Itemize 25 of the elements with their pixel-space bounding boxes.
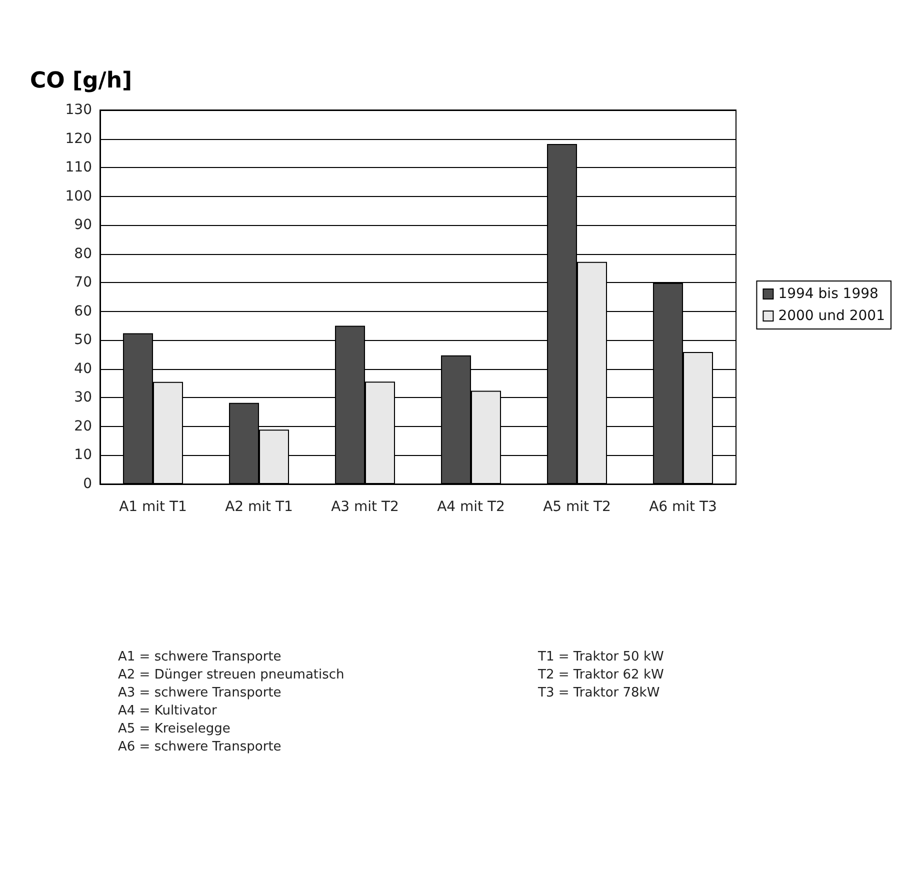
y-tick-label: 50	[74, 332, 92, 348]
x-tick-label: A2 mit T1	[225, 499, 293, 515]
y-tick-label: 10	[74, 447, 92, 464]
y-tick-label: 40	[74, 360, 92, 377]
y-tick-label: 60	[74, 303, 92, 320]
text: A1 = schwere Transporte A2 = Dünger streuen pneumatisch A3 = schwere Transporte A4 = Kultivator A5 = Kreiselegge A6 = schwere Transporte	[118, 650, 344, 754]
y-tick-label: 20	[74, 418, 92, 434]
y-tick-label: 120	[65, 130, 92, 147]
x-tick-label: A1 mit T1	[119, 499, 187, 515]
x-tick-label: A6 mit T3	[649, 499, 717, 515]
y-tick-label: 70	[74, 274, 92, 291]
y-tick-label: 0	[83, 476, 92, 492]
y-tick-label: 110	[65, 160, 92, 176]
y-axis-title: CO [g/h]	[30, 68, 132, 94]
y-tick-label: 80	[74, 246, 92, 262]
legend-label: 1994 bis 1998	[778, 286, 878, 302]
text: T1 = Traktor 50 kW T2 = Traktor 62 kW T3 = Traktor 78kW	[537, 650, 664, 700]
y-tick-label: 100	[65, 188, 92, 204]
x-tick-label: A5 mit T2	[543, 499, 611, 515]
legend-label: 2000 und 2001	[778, 308, 886, 324]
x-tick-label: A4 mit T2	[437, 499, 505, 515]
y-tick-label: 90	[74, 217, 92, 234]
x-tick-label: A3 mit T2	[331, 499, 399, 515]
y-tick-label: 130	[65, 102, 92, 118]
y-tick-label: 30	[74, 390, 92, 406]
